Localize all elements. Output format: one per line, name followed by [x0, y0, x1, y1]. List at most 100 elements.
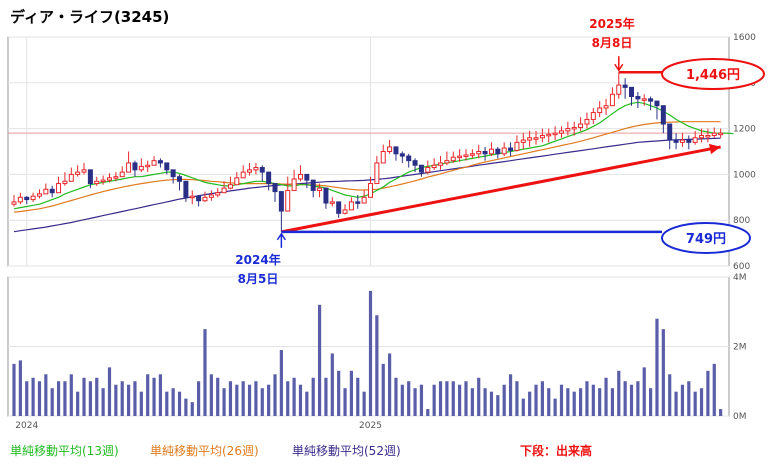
- volume-bar: [407, 381, 411, 416]
- volume-bar: [559, 384, 564, 416]
- uptrend-arrowhead: [709, 143, 721, 155]
- candle-body: [196, 195, 202, 202]
- candle-body: [68, 173, 74, 182]
- volume-bar: [18, 360, 22, 416]
- candle-body: [425, 167, 431, 173]
- volume-bar: [413, 388, 417, 416]
- volume-bar: [356, 377, 360, 416]
- candle-body: [87, 169, 93, 185]
- volume-bar: [668, 374, 672, 416]
- candle-body: [546, 133, 552, 137]
- candle-body: [393, 146, 399, 155]
- candle-body: [208, 194, 214, 198]
- volume-tick-label: 4M: [733, 273, 747, 283]
- candle-body: [368, 183, 373, 198]
- volume-bar: [133, 381, 137, 416]
- volume-bar: [343, 388, 347, 416]
- candle-body: [342, 209, 348, 214]
- volume-bar: [655, 318, 659, 416]
- candle-body: [183, 180, 189, 198]
- candle-body: [119, 171, 125, 178]
- candle-body: [495, 148, 501, 155]
- candle-body: [310, 179, 316, 191]
- volume-bar: [146, 374, 150, 416]
- volume-bar: [585, 381, 589, 416]
- volume-bar: [629, 384, 634, 416]
- candle-body: [329, 201, 335, 204]
- volume-bar: [438, 381, 443, 416]
- candle-body: [450, 156, 456, 162]
- ma26-line: [13, 121, 721, 213]
- candle-body: [438, 162, 444, 166]
- candle-body: [227, 184, 233, 189]
- volume-bar: [642, 367, 646, 416]
- candle-body: [418, 164, 424, 173]
- legend-ma26: 単純移動平均(26週): [150, 444, 259, 458]
- candle-body: [56, 183, 62, 194]
- candle-body: [457, 155, 463, 159]
- volume-bar: [171, 388, 175, 416]
- volume-bar: [50, 388, 54, 416]
- candle-body: [221, 187, 227, 194]
- candle-body: [399, 153, 405, 157]
- candle-body: [113, 176, 119, 179]
- price-tick-label: 800: [733, 216, 750, 226]
- candle-body: [291, 178, 297, 191]
- candle-body: [81, 169, 87, 173]
- volume-bar: [37, 381, 42, 416]
- volume-bar: [477, 377, 481, 416]
- candle-body: [157, 160, 163, 164]
- candle-body: [36, 193, 42, 197]
- candle-body: [348, 201, 354, 211]
- candle-body: [558, 130, 564, 134]
- volume-bar: [44, 374, 48, 416]
- annotation-overlays: [276, 56, 721, 248]
- candle-body: [476, 151, 482, 155]
- candle-body: [444, 160, 450, 164]
- volume-bar: [528, 391, 532, 416]
- candle-body: [488, 148, 494, 155]
- candle-body: [641, 98, 647, 101]
- candle-body: [49, 188, 55, 194]
- volume-bar: [63, 381, 67, 416]
- volume-bar: [572, 391, 576, 416]
- price-tick-label: 1600: [733, 33, 756, 43]
- candle-body: [202, 196, 208, 202]
- candle-body: [692, 137, 698, 143]
- volume-bar: [540, 381, 544, 416]
- candle-body: [578, 123, 584, 128]
- volume-bar: [324, 377, 328, 416]
- volume-bar: [617, 370, 621, 416]
- candle-body: [654, 100, 660, 107]
- volume-bar: [177, 391, 182, 416]
- candle-body: [482, 151, 488, 155]
- candle-body: [584, 118, 590, 125]
- candle-body: [259, 167, 265, 173]
- candle-body: [170, 169, 176, 178]
- volume-bar: [101, 388, 105, 416]
- volume-bar: [260, 388, 264, 416]
- candle-body: [412, 160, 418, 166]
- candle-body: [718, 132, 724, 136]
- volume-bar: [286, 381, 290, 416]
- candle-body: [552, 132, 558, 136]
- candle-body: [590, 112, 596, 120]
- candle-body: [686, 139, 692, 143]
- volume-bar: [305, 391, 309, 416]
- candle-body: [539, 134, 545, 139]
- volume-bar: [693, 391, 697, 416]
- volume-tick-label: 2M: [733, 343, 747, 353]
- candle-body: [355, 201, 361, 204]
- candle-body: [17, 196, 23, 203]
- volume-bar: [400, 384, 404, 416]
- candle-body: [43, 188, 49, 195]
- volume-bar: [375, 315, 379, 416]
- volume-bar: [311, 377, 315, 416]
- candle-body: [431, 164, 437, 169]
- high-date-year: 2025年: [589, 16, 634, 31]
- volume-bar: [114, 384, 118, 416]
- candle-body: [380, 151, 386, 164]
- high-date-md: 8月8日: [592, 36, 633, 50]
- candle-body: [533, 137, 539, 140]
- volume-bar: [394, 377, 398, 416]
